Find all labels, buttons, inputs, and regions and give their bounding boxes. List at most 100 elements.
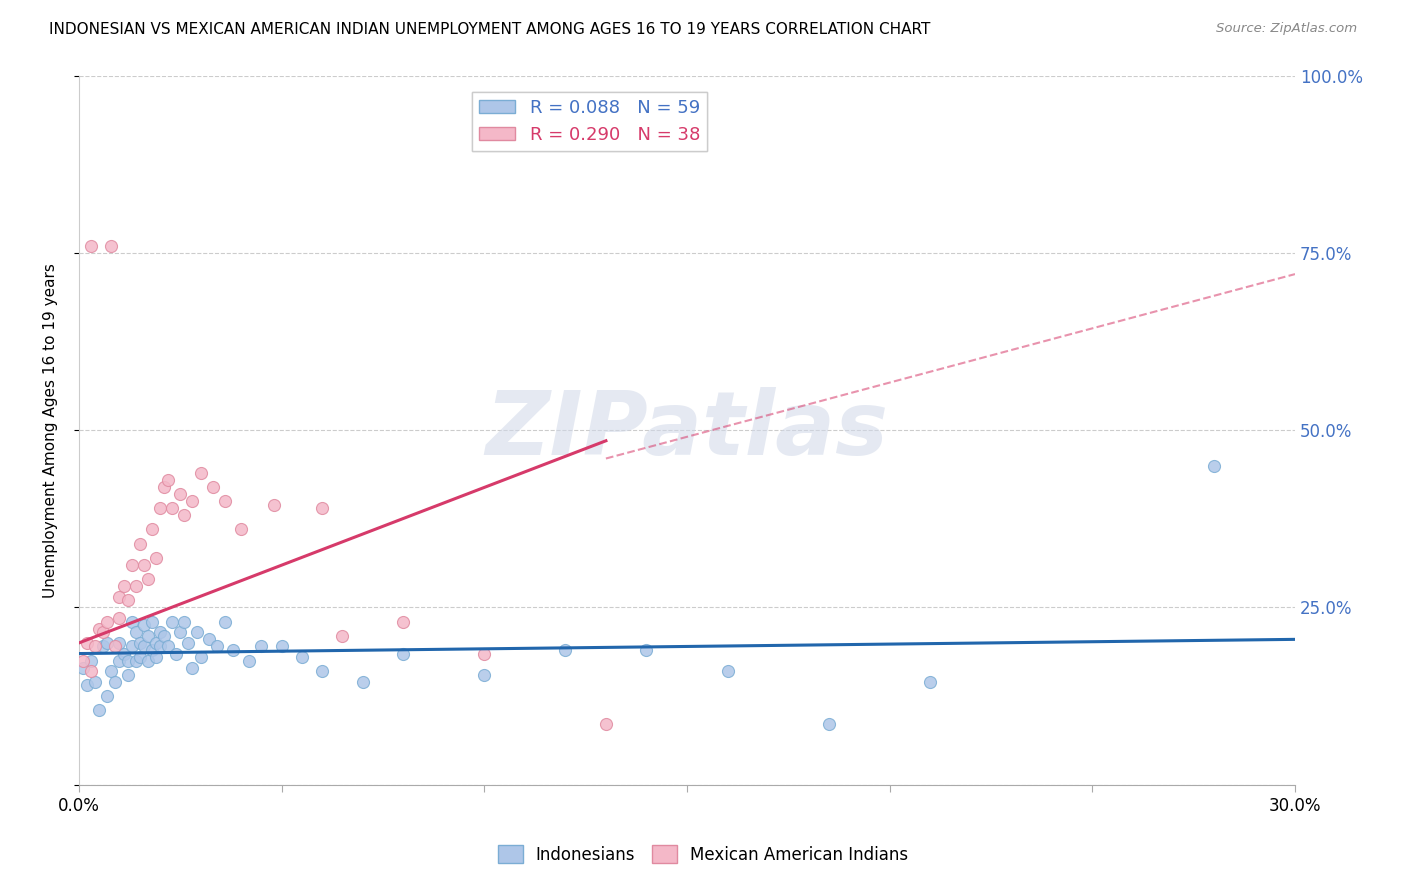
Point [108,590,131,604]
Point [270,640,292,654]
Point [132,618,155,632]
Legend: Indonesians, Mexican American Indians: Indonesians, Mexican American Indians [491,838,915,871]
Point [132,558,155,572]
Point [108,636,131,650]
Point [173,615,195,629]
Point [128,650,150,665]
Point [311,665,333,679]
Point [169,487,191,501]
Point [141,523,163,537]
Point [112,647,135,661]
Point [190,466,212,480]
Point [181,661,204,675]
Point [149,640,172,654]
Point [72,661,94,675]
Legend: R = 0.088   N = 59, R = 0.290   N = 38: R = 0.088 N = 59, R = 0.290 N = 38 [472,92,707,151]
Point [145,636,167,650]
Point [121,615,143,629]
Point [108,654,131,668]
Point [136,654,159,668]
Point [112,579,135,593]
Point [128,536,150,550]
Point [125,579,148,593]
Point [1202,458,1225,473]
Point [117,668,139,682]
Point [332,629,354,643]
Point [222,643,245,657]
Point [595,717,617,731]
Point [157,640,180,654]
Point [104,674,127,689]
Point [125,625,148,640]
Point [554,643,576,657]
Point [173,508,195,523]
Point [229,523,252,537]
Point [108,611,131,625]
Point [145,550,167,565]
Point [250,640,273,654]
Point [80,238,103,252]
Point [238,654,260,668]
Point [472,647,495,661]
Point [165,647,187,661]
Text: ZIPatlas: ZIPatlas [485,386,889,474]
Point [121,640,143,654]
Point [186,625,208,640]
Point [160,501,183,516]
Point [177,636,200,650]
Point [136,572,159,586]
Point [149,625,172,640]
Point [80,654,103,668]
Point [100,665,122,679]
Point [472,668,495,682]
Point [91,625,114,640]
Text: INDONESIAN VS MEXICAN AMERICAN INDIAN UNEMPLOYMENT AMONG AGES 16 TO 19 YEARS COR: INDONESIAN VS MEXICAN AMERICAN INDIAN UN… [49,22,931,37]
Point [263,498,285,512]
Point [636,643,658,657]
Point [96,689,118,703]
Point [214,494,236,508]
Point [91,640,114,654]
Text: Source: ZipAtlas.com: Source: ZipAtlas.com [1216,22,1357,36]
Point [818,717,841,731]
Point [153,480,176,494]
Point [84,640,107,654]
Point [132,640,155,654]
Point [920,674,942,689]
Point [117,593,139,607]
Point [392,615,415,629]
Point [197,632,219,647]
Point [121,558,143,572]
Point [141,615,163,629]
Point [145,650,167,665]
Point [96,615,118,629]
Point [72,654,94,668]
Point [89,703,111,717]
Point [84,674,107,689]
Point [80,665,103,679]
Point [149,501,172,516]
Point [716,665,738,679]
Point [136,629,159,643]
Point [205,640,228,654]
Point [190,650,212,665]
Point [291,650,314,665]
Point [214,615,236,629]
Point [157,473,180,487]
Point [169,625,191,640]
Point [96,636,118,650]
Point [128,636,150,650]
Point [76,636,98,650]
Y-axis label: Unemployment Among Ages 16 to 19 years: Unemployment Among Ages 16 to 19 years [44,263,58,598]
Point [153,629,176,643]
Point [104,640,127,654]
Point [392,647,415,661]
Point [141,643,163,657]
Point [181,494,204,508]
Point [89,622,111,636]
Point [100,238,122,252]
Point [352,674,374,689]
Point [76,678,98,692]
Point [125,654,148,668]
Point [311,501,333,516]
